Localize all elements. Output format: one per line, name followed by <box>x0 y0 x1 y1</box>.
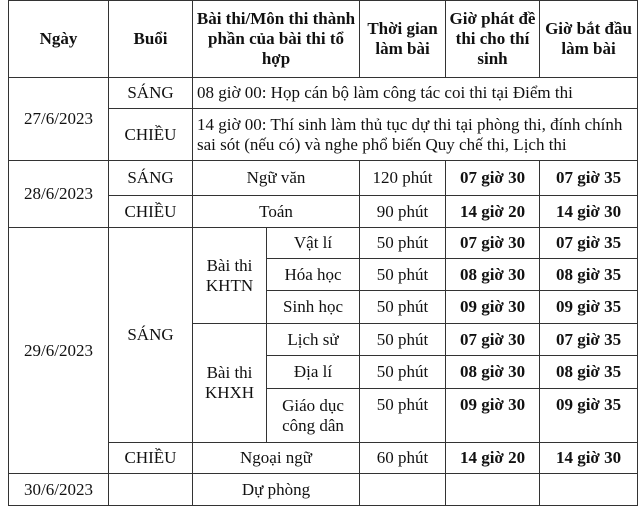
note-cell: 08 giờ 00: Họp cán bộ làm công tác coi t… <box>191 77 639 109</box>
duration-cell: 50 phút <box>359 323 447 356</box>
start-cell: 14 giờ 30 <box>539 442 639 474</box>
subject-cell: Ngữ văn <box>191 160 361 196</box>
session-cell: CHIỀU <box>108 442 193 474</box>
duration-cell: 50 phút <box>359 258 447 291</box>
table-row: CHIỀU Ngoại ngữ 60 phút 14 giờ 20 14 giờ… <box>9 442 639 474</box>
session-cell: CHIỀU <box>108 195 193 228</box>
header-distribute-time: Giờ phát đề thi cho thí sinh <box>445 0 541 78</box>
session-cell: SÁNG <box>108 227 193 443</box>
start-cell: 08 giờ 35 <box>539 258 639 291</box>
table-row: 28/6/2023 SÁNG Ngữ văn 120 phút 07 giờ 3… <box>8 160 639 228</box>
duration-cell: 90 phút <box>359 195 447 228</box>
date-cell: 30/6/2023 <box>8 473 109 506</box>
subject-cell: Sinh học <box>265 290 361 324</box>
date-cell: 28/6/2023 <box>8 160 109 228</box>
header-subject: Bài thi/Môn thi thành phần của bài thi t… <box>191 0 361 78</box>
start-cell: 07 giờ 35 <box>539 323 639 356</box>
session-cell: SÁNG <box>108 77 193 109</box>
start-cell: 14 giờ 30 <box>539 195 639 228</box>
distribute-cell <box>445 473 541 506</box>
table-row: 29/6/2023 SÁNG Bài thi KHTN Vật lí 50 ph… <box>8 227 639 474</box>
header-start-time: Giờ bắt đầu làm bài <box>539 0 639 78</box>
table-row: Giáo dục công dân 50 phút 09 giờ 30 09 g… <box>9 388 639 443</box>
date-cell: 29/6/2023 <box>8 227 109 474</box>
group-cell: Bài thi KHXH <box>192 323 267 443</box>
subject-cell: Địa lí <box>265 355 361 389</box>
duration-cell: 50 phút <box>359 355 447 389</box>
subject-cell: Toán <box>191 195 361 228</box>
subject-cell: Ngoại ngữ <box>191 442 361 474</box>
start-cell: 07 giờ 35 <box>539 160 639 196</box>
distribute-cell: 07 giờ 30 <box>445 227 541 259</box>
distribute-cell: 07 giờ 30 <box>445 160 541 196</box>
exam-schedule-table: Ngày Buổi Bài thi/Môn thi thành phần của… <box>8 0 639 506</box>
distribute-cell: 14 giờ 20 <box>445 195 541 228</box>
subject-cell: Hóa học <box>265 258 361 291</box>
duration-cell: 50 phút <box>359 388 447 443</box>
duration-cell <box>359 473 447 506</box>
start-cell: 07 giờ 35 <box>539 227 639 259</box>
start-cell: 09 giờ 35 <box>539 388 639 443</box>
start-cell <box>539 473 639 506</box>
distribute-cell: 09 giờ 30 <box>445 388 541 443</box>
subject-cell: Dự phòng <box>191 473 361 506</box>
subject-cell: Vật lí <box>265 227 361 259</box>
date-cell: 27/6/2023 <box>8 77 109 161</box>
start-cell: 09 giờ 35 <box>539 290 639 324</box>
table-row: Bài thi KHXH Lịch sử 50 phút 07 giờ 30 0… <box>9 323 639 443</box>
header-date: Ngày <box>8 0 109 78</box>
session-cell <box>108 473 193 506</box>
duration-cell: 50 phút <box>359 227 447 259</box>
subject-cell: Giáo dục công dân <box>265 388 361 443</box>
session-cell: CHIỀU <box>108 108 193 161</box>
table-row: 27/6/2023 SÁNG 08 giờ 00: Họp cán bộ làm… <box>8 77 639 161</box>
table-row: CHIỀU Toán 90 phút 14 giờ 20 14 giờ 30 <box>9 195 639 228</box>
duration-cell: 60 phút <box>359 442 447 474</box>
note-cell: 14 giờ 00: Thí sinh làm thủ tục dự thi t… <box>191 108 639 161</box>
distribute-cell: 08 giờ 30 <box>445 258 541 291</box>
header-duration: Thời gian làm bài <box>359 0 447 78</box>
header-session: Buổi <box>108 0 193 78</box>
session-cell: SÁNG <box>108 160 193 196</box>
header-row: Ngày Buổi Bài thi/Môn thi thành phần của… <box>8 0 639 78</box>
distribute-cell: 08 giờ 30 <box>445 355 541 389</box>
distribute-cell: 07 giờ 30 <box>445 323 541 356</box>
duration-cell: 50 phút <box>359 290 447 324</box>
distribute-cell: 09 giờ 30 <box>445 290 541 324</box>
table-row: CHIỀU 14 giờ 00: Thí sinh làm thủ tục dự… <box>9 108 639 161</box>
table-row: 30/6/2023 Dự phòng <box>8 473 639 506</box>
group-cell: Bài thi KHTN <box>192 227 267 324</box>
start-cell: 08 giờ 35 <box>539 355 639 389</box>
subject-cell: Lịch sử <box>265 323 361 356</box>
distribute-cell: 14 giờ 20 <box>445 442 541 474</box>
duration-cell: 120 phút <box>359 160 447 196</box>
